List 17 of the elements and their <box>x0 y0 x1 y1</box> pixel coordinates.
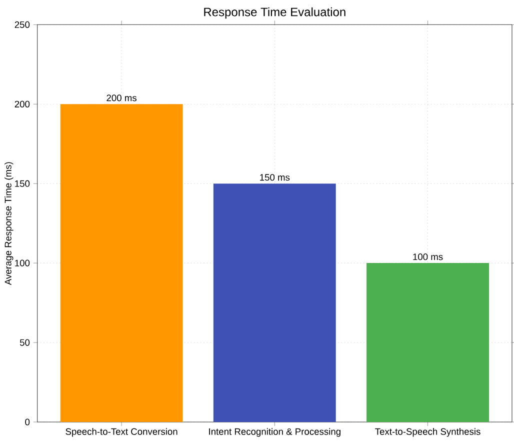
y-tick-label: 200 <box>14 100 30 108</box>
x-tick-label: Speech-to-Text Conversion <box>66 428 178 437</box>
y-tick-label: 100 <box>15 260 30 266</box>
y-axis-title: Average Response Time (ms) <box>4 162 14 286</box>
data-label: 100 ms <box>413 254 443 260</box>
y-tick-label: 0 <box>25 418 30 426</box>
chart-title: Response Time Evaluation <box>204 7 346 19</box>
data-label: 150 ms <box>260 174 290 181</box>
bar <box>213 184 336 422</box>
bar <box>60 104 183 422</box>
x-tick-label: Intent Recognition & Processing <box>209 428 340 437</box>
y-tick-label: 50 <box>20 339 30 346</box>
y-tick-label: 150 <box>15 180 30 187</box>
bar <box>366 263 490 422</box>
x-tick-label: Text-to-Speech Synthesis <box>375 428 480 437</box>
data-label: 200 ms <box>106 94 137 102</box>
y-tick-label: 250 <box>14 21 30 28</box>
